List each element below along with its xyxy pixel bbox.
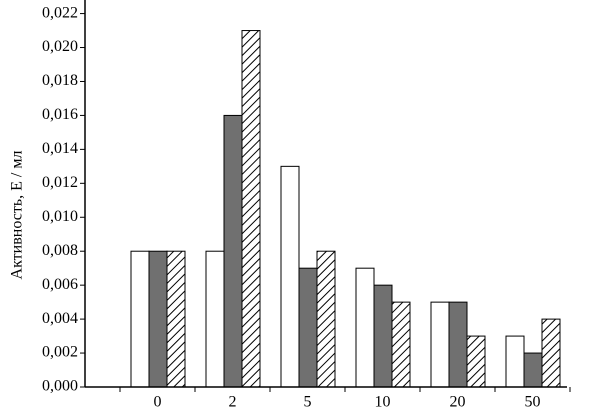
y-tick-label: 0,020: [42, 38, 78, 55]
bar: [466, 335, 486, 388]
y-tick-label: 0,004: [42, 310, 78, 327]
bar: [316, 250, 336, 388]
bar: [523, 352, 543, 388]
bar: [298, 267, 318, 388]
bar: [430, 301, 450, 388]
x-tick-label: 10: [375, 394, 391, 411]
bar: [280, 165, 300, 388]
bar: [166, 250, 186, 388]
bar: [541, 318, 561, 388]
x-tick-label: 2: [229, 394, 237, 411]
x-tick-label: 5: [304, 394, 312, 411]
bar: [355, 267, 375, 388]
x-tick-label: 0: [154, 394, 162, 411]
y-tick-label: 0,006: [42, 276, 78, 293]
y-tick-label: 0,000: [42, 378, 78, 395]
bar: [241, 30, 261, 388]
y-axis-label: Активность, Е / мл: [9, 151, 26, 280]
y-tick-label: 0,014: [42, 140, 78, 157]
y-tick-label: 0,008: [42, 242, 78, 259]
bar: [505, 335, 525, 388]
bar: [391, 301, 411, 388]
x-tick-label: 50: [525, 394, 541, 411]
x-tick-label: 20: [450, 394, 466, 411]
bar: [448, 301, 468, 388]
y-tick-label: 0,010: [42, 208, 78, 225]
y-tick-label: 0,022: [42, 4, 78, 21]
y-tick-label: 0,002: [42, 344, 78, 361]
y-tick-label: 0,018: [42, 72, 78, 89]
bar: [223, 114, 243, 388]
y-tick-label: 0,016: [42, 106, 78, 123]
bar: [205, 250, 225, 388]
bar: [130, 250, 150, 388]
bar: [148, 250, 168, 388]
bar: [373, 284, 393, 388]
y-tick-label: 0,012: [42, 174, 78, 191]
